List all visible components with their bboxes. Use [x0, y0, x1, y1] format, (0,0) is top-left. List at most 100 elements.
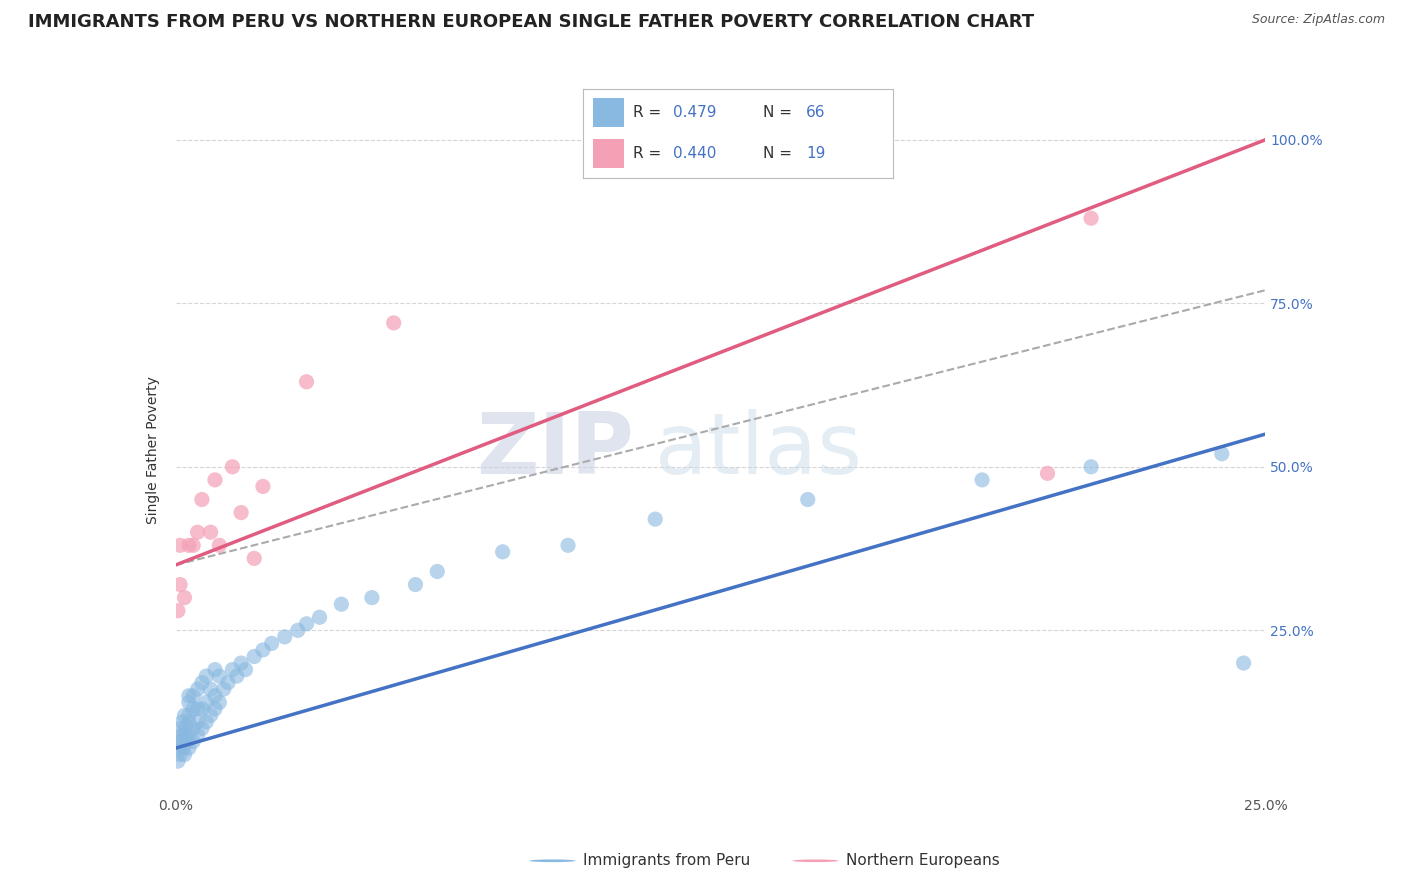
Point	[252, 643, 274, 657]
Point	[191, 492, 214, 507]
Text: 19: 19	[806, 146, 825, 161]
Point	[191, 722, 214, 736]
Point	[200, 708, 222, 723]
Circle shape	[793, 860, 838, 862]
Point	[225, 669, 247, 683]
Point	[177, 728, 200, 742]
Point	[644, 512, 666, 526]
FancyBboxPatch shape	[593, 98, 624, 127]
Point	[200, 525, 222, 540]
Point	[200, 682, 222, 697]
Point	[208, 669, 231, 683]
Point	[172, 714, 194, 729]
Point	[176, 734, 198, 748]
FancyBboxPatch shape	[593, 139, 624, 168]
Point	[169, 538, 191, 552]
Point	[204, 689, 226, 703]
Point	[212, 682, 235, 697]
Point	[167, 754, 190, 768]
Point	[1036, 467, 1059, 481]
Point	[330, 597, 353, 611]
Point	[796, 492, 818, 507]
Point	[204, 473, 226, 487]
Point	[405, 577, 427, 591]
Text: Source: ZipAtlas.com: Source: ZipAtlas.com	[1251, 13, 1385, 27]
Point	[181, 689, 204, 703]
Text: ZIP: ZIP	[475, 409, 633, 492]
Point	[172, 734, 194, 748]
Text: N =: N =	[763, 146, 797, 161]
Point	[169, 577, 191, 591]
Point	[186, 702, 209, 716]
Text: 0.479: 0.479	[673, 105, 717, 120]
Point	[169, 722, 191, 736]
Point	[260, 636, 283, 650]
Point	[295, 616, 318, 631]
Text: 0.440: 0.440	[673, 146, 717, 161]
Point	[208, 538, 231, 552]
Point	[177, 538, 200, 552]
Point	[170, 728, 193, 742]
Point	[492, 545, 515, 559]
Text: 66: 66	[806, 105, 825, 120]
Point	[557, 538, 579, 552]
Point	[360, 591, 382, 605]
Point	[204, 702, 226, 716]
Point	[173, 708, 195, 723]
Point	[177, 714, 200, 729]
Point	[235, 663, 257, 677]
Text: R =: R =	[633, 146, 666, 161]
Point	[231, 506, 253, 520]
Point	[1232, 656, 1256, 670]
Point	[191, 702, 214, 716]
Point	[426, 565, 449, 579]
Point	[167, 734, 190, 748]
Point	[177, 695, 200, 709]
Point	[221, 459, 243, 474]
Point	[177, 708, 200, 723]
Point	[186, 525, 209, 540]
Point	[252, 479, 274, 493]
Circle shape	[529, 860, 576, 862]
Text: N =: N =	[763, 105, 797, 120]
Point	[382, 316, 405, 330]
Point	[195, 695, 218, 709]
Point	[181, 538, 204, 552]
Point	[204, 663, 226, 677]
Text: Immigrants from Peru: Immigrants from Peru	[583, 854, 751, 868]
Point	[174, 722, 197, 736]
Point	[186, 714, 209, 729]
Point	[1080, 211, 1102, 226]
Text: Northern Europeans: Northern Europeans	[846, 854, 1000, 868]
Point	[181, 702, 204, 716]
Point	[295, 375, 318, 389]
Point	[243, 649, 266, 664]
Text: R =: R =	[633, 105, 666, 120]
Text: IMMIGRANTS FROM PERU VS NORTHERN EUROPEAN SINGLE FATHER POVERTY CORRELATION CHAR: IMMIGRANTS FROM PERU VS NORTHERN EUROPEA…	[28, 13, 1035, 31]
Point	[1080, 459, 1102, 474]
Point	[173, 747, 195, 762]
Point	[173, 741, 195, 756]
Point	[177, 689, 200, 703]
Point	[308, 610, 330, 624]
Point	[177, 741, 200, 756]
Point	[970, 473, 993, 487]
Point	[274, 630, 297, 644]
Point	[170, 741, 193, 756]
Point	[195, 714, 218, 729]
Point	[191, 675, 214, 690]
Point	[186, 682, 209, 697]
Point	[173, 591, 195, 605]
Point	[181, 734, 204, 748]
Text: atlas: atlas	[655, 409, 863, 492]
Point	[173, 728, 195, 742]
Point	[221, 663, 243, 677]
Y-axis label: Single Father Poverty: Single Father Poverty	[146, 376, 160, 524]
Point	[1211, 447, 1233, 461]
Point	[243, 551, 266, 566]
Point	[167, 604, 190, 618]
Point	[287, 624, 309, 638]
Point	[181, 722, 204, 736]
Point	[195, 669, 218, 683]
Point	[208, 695, 231, 709]
